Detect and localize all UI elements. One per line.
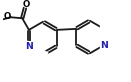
- Text: N: N: [25, 42, 33, 51]
- Text: N: N: [100, 41, 108, 50]
- Text: O: O: [4, 12, 11, 21]
- Text: O: O: [22, 0, 29, 9]
